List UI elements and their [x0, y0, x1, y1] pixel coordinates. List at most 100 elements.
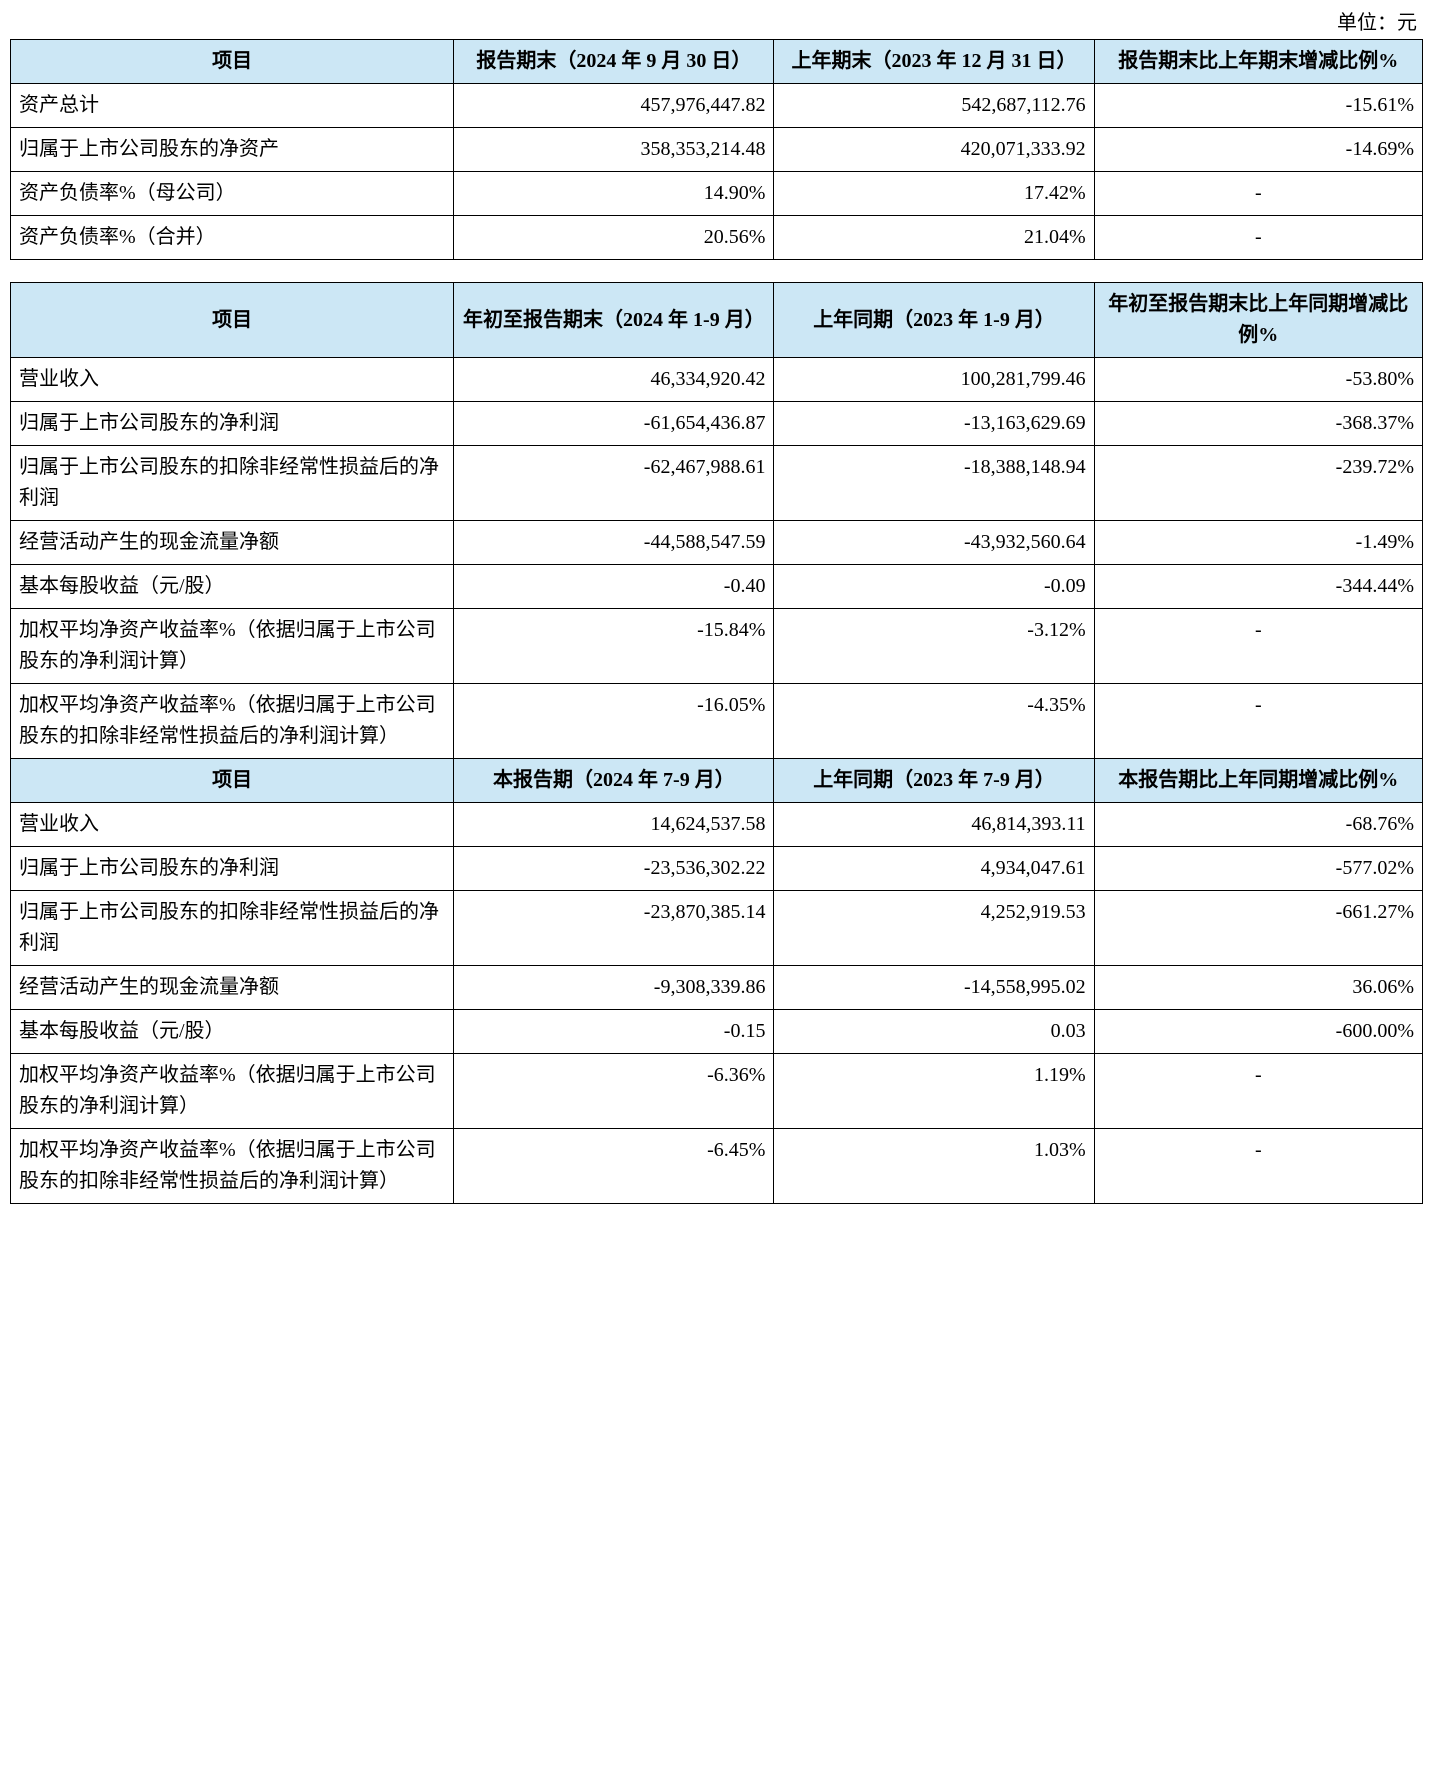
cell-label: 归属于上市公司股东的扣除非经常性损益后的净利润 — [11, 446, 454, 521]
cell-value: 542,687,112.76 — [774, 84, 1094, 128]
cell-value: -18,388,148.94 — [774, 446, 1094, 521]
table-row: 基本每股收益（元/股） -0.40 -0.09 -344.44% — [11, 565, 1423, 609]
income-table: 项目 年初至报告期末（2024 年 1-9 月） 上年同期（2023 年 1-9… — [10, 282, 1423, 1204]
cell-value: -13,163,629.69 — [774, 402, 1094, 446]
cell-label: 基本每股收益（元/股） — [11, 1010, 454, 1054]
cell-value: -14.69% — [1094, 128, 1422, 172]
cell-label: 归属于上市公司股东的净利润 — [11, 402, 454, 446]
cell-value: -15.61% — [1094, 84, 1422, 128]
cell-label: 资产总计 — [11, 84, 454, 128]
cell-value: 0.03 — [774, 1010, 1094, 1054]
cell-value: 46,334,920.42 — [454, 358, 774, 402]
cell-value: -344.44% — [1094, 565, 1422, 609]
cell-label: 加权平均净资产收益率%（依据归属于上市公司股东的扣除非经常性损益后的净利润计算） — [11, 684, 454, 759]
cell-value: -43,932,560.64 — [774, 521, 1094, 565]
cell-value: 46,814,393.11 — [774, 803, 1094, 847]
table-row: 归属于上市公司股东的扣除非经常性损益后的净利润 -23,870,385.14 4… — [11, 891, 1423, 966]
cell-label: 加权平均净资产收益率%（依据归属于上市公司股东的扣除非经常性损益后的净利润计算） — [11, 1129, 454, 1204]
cell-label: 基本每股收益（元/股） — [11, 565, 454, 609]
cell-value: -15.84% — [454, 609, 774, 684]
table-row: 加权平均净资产收益率%（依据归属于上市公司股东的净利润计算） -6.36% 1.… — [11, 1054, 1423, 1129]
cell-label: 归属于上市公司股东的扣除非经常性损益后的净利润 — [11, 891, 454, 966]
cell-value: -62,467,988.61 — [454, 446, 774, 521]
cell-value: -661.27% — [1094, 891, 1422, 966]
cell-label: 资产负债率%（合并） — [11, 216, 454, 260]
cell-value: -0.40 — [454, 565, 774, 609]
cell-value: 17.42% — [774, 172, 1094, 216]
cell-value: 14,624,537.58 — [454, 803, 774, 847]
cell-value: 420,071,333.92 — [774, 128, 1094, 172]
cell-value: - — [1094, 1054, 1422, 1129]
cell-value: - — [1094, 172, 1422, 216]
cell-value: -4.35% — [774, 684, 1094, 759]
cell-value: 1.03% — [774, 1129, 1094, 1204]
cell-value: -16.05% — [454, 684, 774, 759]
col-header: 上年同期（2023 年 1-9 月） — [774, 283, 1094, 358]
cell-value: 100,281,799.46 — [774, 358, 1094, 402]
cell-value: -44,588,547.59 — [454, 521, 774, 565]
cell-value: -0.15 — [454, 1010, 774, 1054]
unit-label: 单位：元 — [10, 6, 1417, 35]
table-row: 营业收入 46,334,920.42 100,281,799.46 -53.80… — [11, 358, 1423, 402]
cell-value: -1.49% — [1094, 521, 1422, 565]
table-row: 加权平均净资产收益率%（依据归属于上市公司股东的扣除非经常性损益后的净利润计算）… — [11, 684, 1423, 759]
balance-table: 项目 报告期末（2024 年 9 月 30 日） 上年期末（2023 年 12 … — [10, 39, 1423, 260]
col-header: 本报告期（2024 年 7-9 月） — [454, 759, 774, 803]
cell-value: 457,976,447.82 — [454, 84, 774, 128]
cell-value: -3.12% — [774, 609, 1094, 684]
cell-value: -53.80% — [1094, 358, 1422, 402]
cell-value: 358,353,214.48 — [454, 128, 774, 172]
col-header: 年初至报告期末（2024 年 1-9 月） — [454, 283, 774, 358]
cell-value: - — [1094, 1129, 1422, 1204]
table-row: 归属于上市公司股东的净利润 -23,536,302.22 4,934,047.6… — [11, 847, 1423, 891]
cell-value: -61,654,436.87 — [454, 402, 774, 446]
cell-value: 36.06% — [1094, 966, 1422, 1010]
table-row: 资产负债率%（合并） 20.56% 21.04% - — [11, 216, 1423, 260]
cell-label: 加权平均净资产收益率%（依据归属于上市公司股东的净利润计算） — [11, 609, 454, 684]
col-header: 报告期末比上年期末增减比例% — [1094, 40, 1422, 84]
col-header: 上年同期（2023 年 7-9 月） — [774, 759, 1094, 803]
cell-value: -368.37% — [1094, 402, 1422, 446]
table-row: 加权平均净资产收益率%（依据归属于上市公司股东的净利润计算） -15.84% -… — [11, 609, 1423, 684]
col-header: 本报告期比上年同期增减比例% — [1094, 759, 1422, 803]
cell-value: -6.45% — [454, 1129, 774, 1204]
cell-label: 资产负债率%（母公司） — [11, 172, 454, 216]
col-header: 报告期末（2024 年 9 月 30 日） — [454, 40, 774, 84]
cell-value: - — [1094, 216, 1422, 260]
cell-value: -23,536,302.22 — [454, 847, 774, 891]
col-header: 项目 — [11, 283, 454, 358]
cell-label: 营业收入 — [11, 803, 454, 847]
sub-header-row: 项目 本报告期（2024 年 7-9 月） 上年同期（2023 年 7-9 月）… — [11, 759, 1423, 803]
cell-label: 归属于上市公司股东的净资产 — [11, 128, 454, 172]
cell-value: - — [1094, 609, 1422, 684]
cell-label: 归属于上市公司股东的净利润 — [11, 847, 454, 891]
cell-value: -6.36% — [454, 1054, 774, 1129]
cell-label: 营业收入 — [11, 358, 454, 402]
col-header: 上年期末（2023 年 12 月 31 日） — [774, 40, 1094, 84]
cell-value: - — [1094, 684, 1422, 759]
cell-value: -14,558,995.02 — [774, 966, 1094, 1010]
table-row: 资产总计 457,976,447.82 542,687,112.76 -15.6… — [11, 84, 1423, 128]
cell-label: 加权平均净资产收益率%（依据归属于上市公司股东的净利润计算） — [11, 1054, 454, 1129]
col-header: 项目 — [11, 759, 454, 803]
cell-value: -23,870,385.14 — [454, 891, 774, 966]
cell-value: 14.90% — [454, 172, 774, 216]
cell-value: -239.72% — [1094, 446, 1422, 521]
cell-label: 经营活动产生的现金流量净额 — [11, 521, 454, 565]
col-header: 年初至报告期末比上年同期增减比例% — [1094, 283, 1422, 358]
cell-value: 4,252,919.53 — [774, 891, 1094, 966]
cell-value: -600.00% — [1094, 1010, 1422, 1054]
cell-value: 20.56% — [454, 216, 774, 260]
cell-value: 21.04% — [774, 216, 1094, 260]
table-row: 资产负债率%（母公司） 14.90% 17.42% - — [11, 172, 1423, 216]
cell-value: -577.02% — [1094, 847, 1422, 891]
cell-value: -0.09 — [774, 565, 1094, 609]
table-row: 经营活动产生的现金流量净额 -44,588,547.59 -43,932,560… — [11, 521, 1423, 565]
table-row: 基本每股收益（元/股） -0.15 0.03 -600.00% — [11, 1010, 1423, 1054]
table-row: 归属于上市公司股东的净资产 358,353,214.48 420,071,333… — [11, 128, 1423, 172]
table-row: 经营活动产生的现金流量净额 -9,308,339.86 -14,558,995.… — [11, 966, 1423, 1010]
col-header: 项目 — [11, 40, 454, 84]
cell-label: 经营活动产生的现金流量净额 — [11, 966, 454, 1010]
cell-value: 4,934,047.61 — [774, 847, 1094, 891]
cell-value: 1.19% — [774, 1054, 1094, 1129]
